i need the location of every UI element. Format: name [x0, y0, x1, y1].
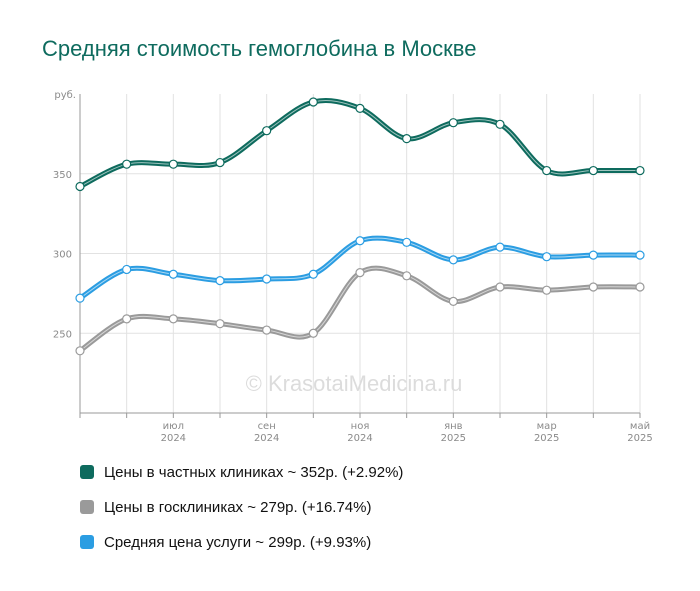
series-points	[75, 97, 645, 356]
legend-item-public[interactable]: Цены в госклиниках ~ 279р. (+16.74%)	[80, 497, 403, 517]
data-point-average[interactable]	[262, 274, 272, 284]
y-tick-label: 300	[53, 250, 72, 261]
data-point-private[interactable]	[122, 159, 132, 169]
data-point-average[interactable]	[308, 269, 318, 279]
legend-swatch-average	[80, 535, 94, 549]
data-point-public[interactable]	[635, 282, 645, 292]
x-tick-label-year: 2024	[347, 433, 372, 444]
data-point-public[interactable]	[448, 296, 458, 306]
chart-axes: 250300350руб.июл2024сен2024ноя2024янв202…	[53, 90, 653, 444]
line-chart: 250300350руб.июл2024сен2024ноя2024янв202…	[53, 90, 653, 444]
data-point-public[interactable]	[495, 282, 505, 292]
x-tick-label-year: 2025	[627, 433, 652, 444]
data-point-average[interactable]	[355, 236, 365, 246]
x-tick-label-month: июл	[163, 421, 184, 432]
legend: Цены в частных клиниках ~ 352р. (+2.92%)…	[80, 462, 403, 567]
data-point-public[interactable]	[588, 282, 598, 292]
data-point-private[interactable]	[215, 157, 225, 168]
data-point-private[interactable]	[635, 165, 645, 176]
legend-item-private[interactable]: Цены в частных клиниках ~ 352р. (+2.92%)	[80, 462, 403, 482]
data-point-private[interactable]	[355, 103, 365, 113]
data-point-average[interactable]	[75, 293, 85, 303]
y-tick-label: 250	[53, 329, 72, 340]
x-tick-label-month: ноя	[351, 421, 370, 432]
data-point-average[interactable]	[402, 237, 412, 247]
x-tick-label-year: 2025	[534, 433, 559, 444]
x-tick-label-month: май	[630, 421, 650, 432]
data-point-public[interactable]	[542, 285, 552, 295]
legend-item-average[interactable]: Средняя цена услуги ~ 299р. (+9.93%)	[80, 532, 403, 552]
x-tick-label-year: 2024	[161, 433, 186, 444]
data-point-public[interactable]	[308, 328, 318, 338]
data-point-average[interactable]	[122, 264, 132, 275]
legend-label-public: Цены в госклиниках ~ 279р. (+16.74%)	[104, 498, 372, 516]
legend-swatch-private	[80, 465, 94, 479]
data-point-public[interactable]	[262, 325, 272, 335]
x-tick-label-month: янв	[444, 421, 463, 432]
data-point-average[interactable]	[495, 242, 505, 252]
legend-swatch-public	[80, 500, 94, 514]
y-tick-label: 350	[53, 170, 72, 181]
legend-label-private: Цены в частных клиниках ~ 352р. (+2.92%)	[104, 463, 404, 481]
x-tick-label-year: 2025	[441, 433, 466, 444]
chart-title: Средняя стоимость гемоглобина в Москве	[42, 36, 477, 61]
data-point-public[interactable]	[75, 346, 85, 356]
data-point-private[interactable]	[588, 165, 598, 176]
data-point-average[interactable]	[168, 269, 178, 279]
data-point-private[interactable]	[495, 119, 505, 129]
y-axis-unit-label: руб.	[54, 90, 76, 101]
data-point-public[interactable]	[168, 314, 178, 324]
data-point-public[interactable]	[215, 319, 225, 329]
x-tick-label-month: сен	[258, 421, 276, 432]
data-point-private[interactable]	[402, 134, 412, 144]
data-point-public[interactable]	[355, 268, 365, 278]
data-point-average[interactable]	[448, 255, 458, 265]
data-point-average[interactable]	[588, 250, 598, 260]
data-point-private[interactable]	[168, 159, 178, 169]
data-point-average[interactable]	[215, 276, 225, 286]
data-point-private[interactable]	[262, 126, 272, 136]
data-point-average[interactable]	[542, 252, 552, 262]
data-point-public[interactable]	[402, 271, 412, 281]
data-point-private[interactable]	[448, 118, 458, 128]
watermark: © KrasotaiMedicina.ru	[246, 371, 463, 396]
chart-grid	[80, 94, 641, 413]
x-tick-label-year: 2024	[254, 433, 279, 444]
x-tick-label-month: мар	[537, 421, 557, 432]
data-point-private[interactable]	[308, 97, 318, 107]
data-point-public[interactable]	[122, 314, 132, 324]
legend-label-average: Средняя цена услуги ~ 299р. (+9.93%)	[104, 533, 372, 551]
data-point-private[interactable]	[542, 165, 552, 176]
data-point-private[interactable]	[75, 181, 85, 192]
data-point-average[interactable]	[635, 250, 645, 260]
